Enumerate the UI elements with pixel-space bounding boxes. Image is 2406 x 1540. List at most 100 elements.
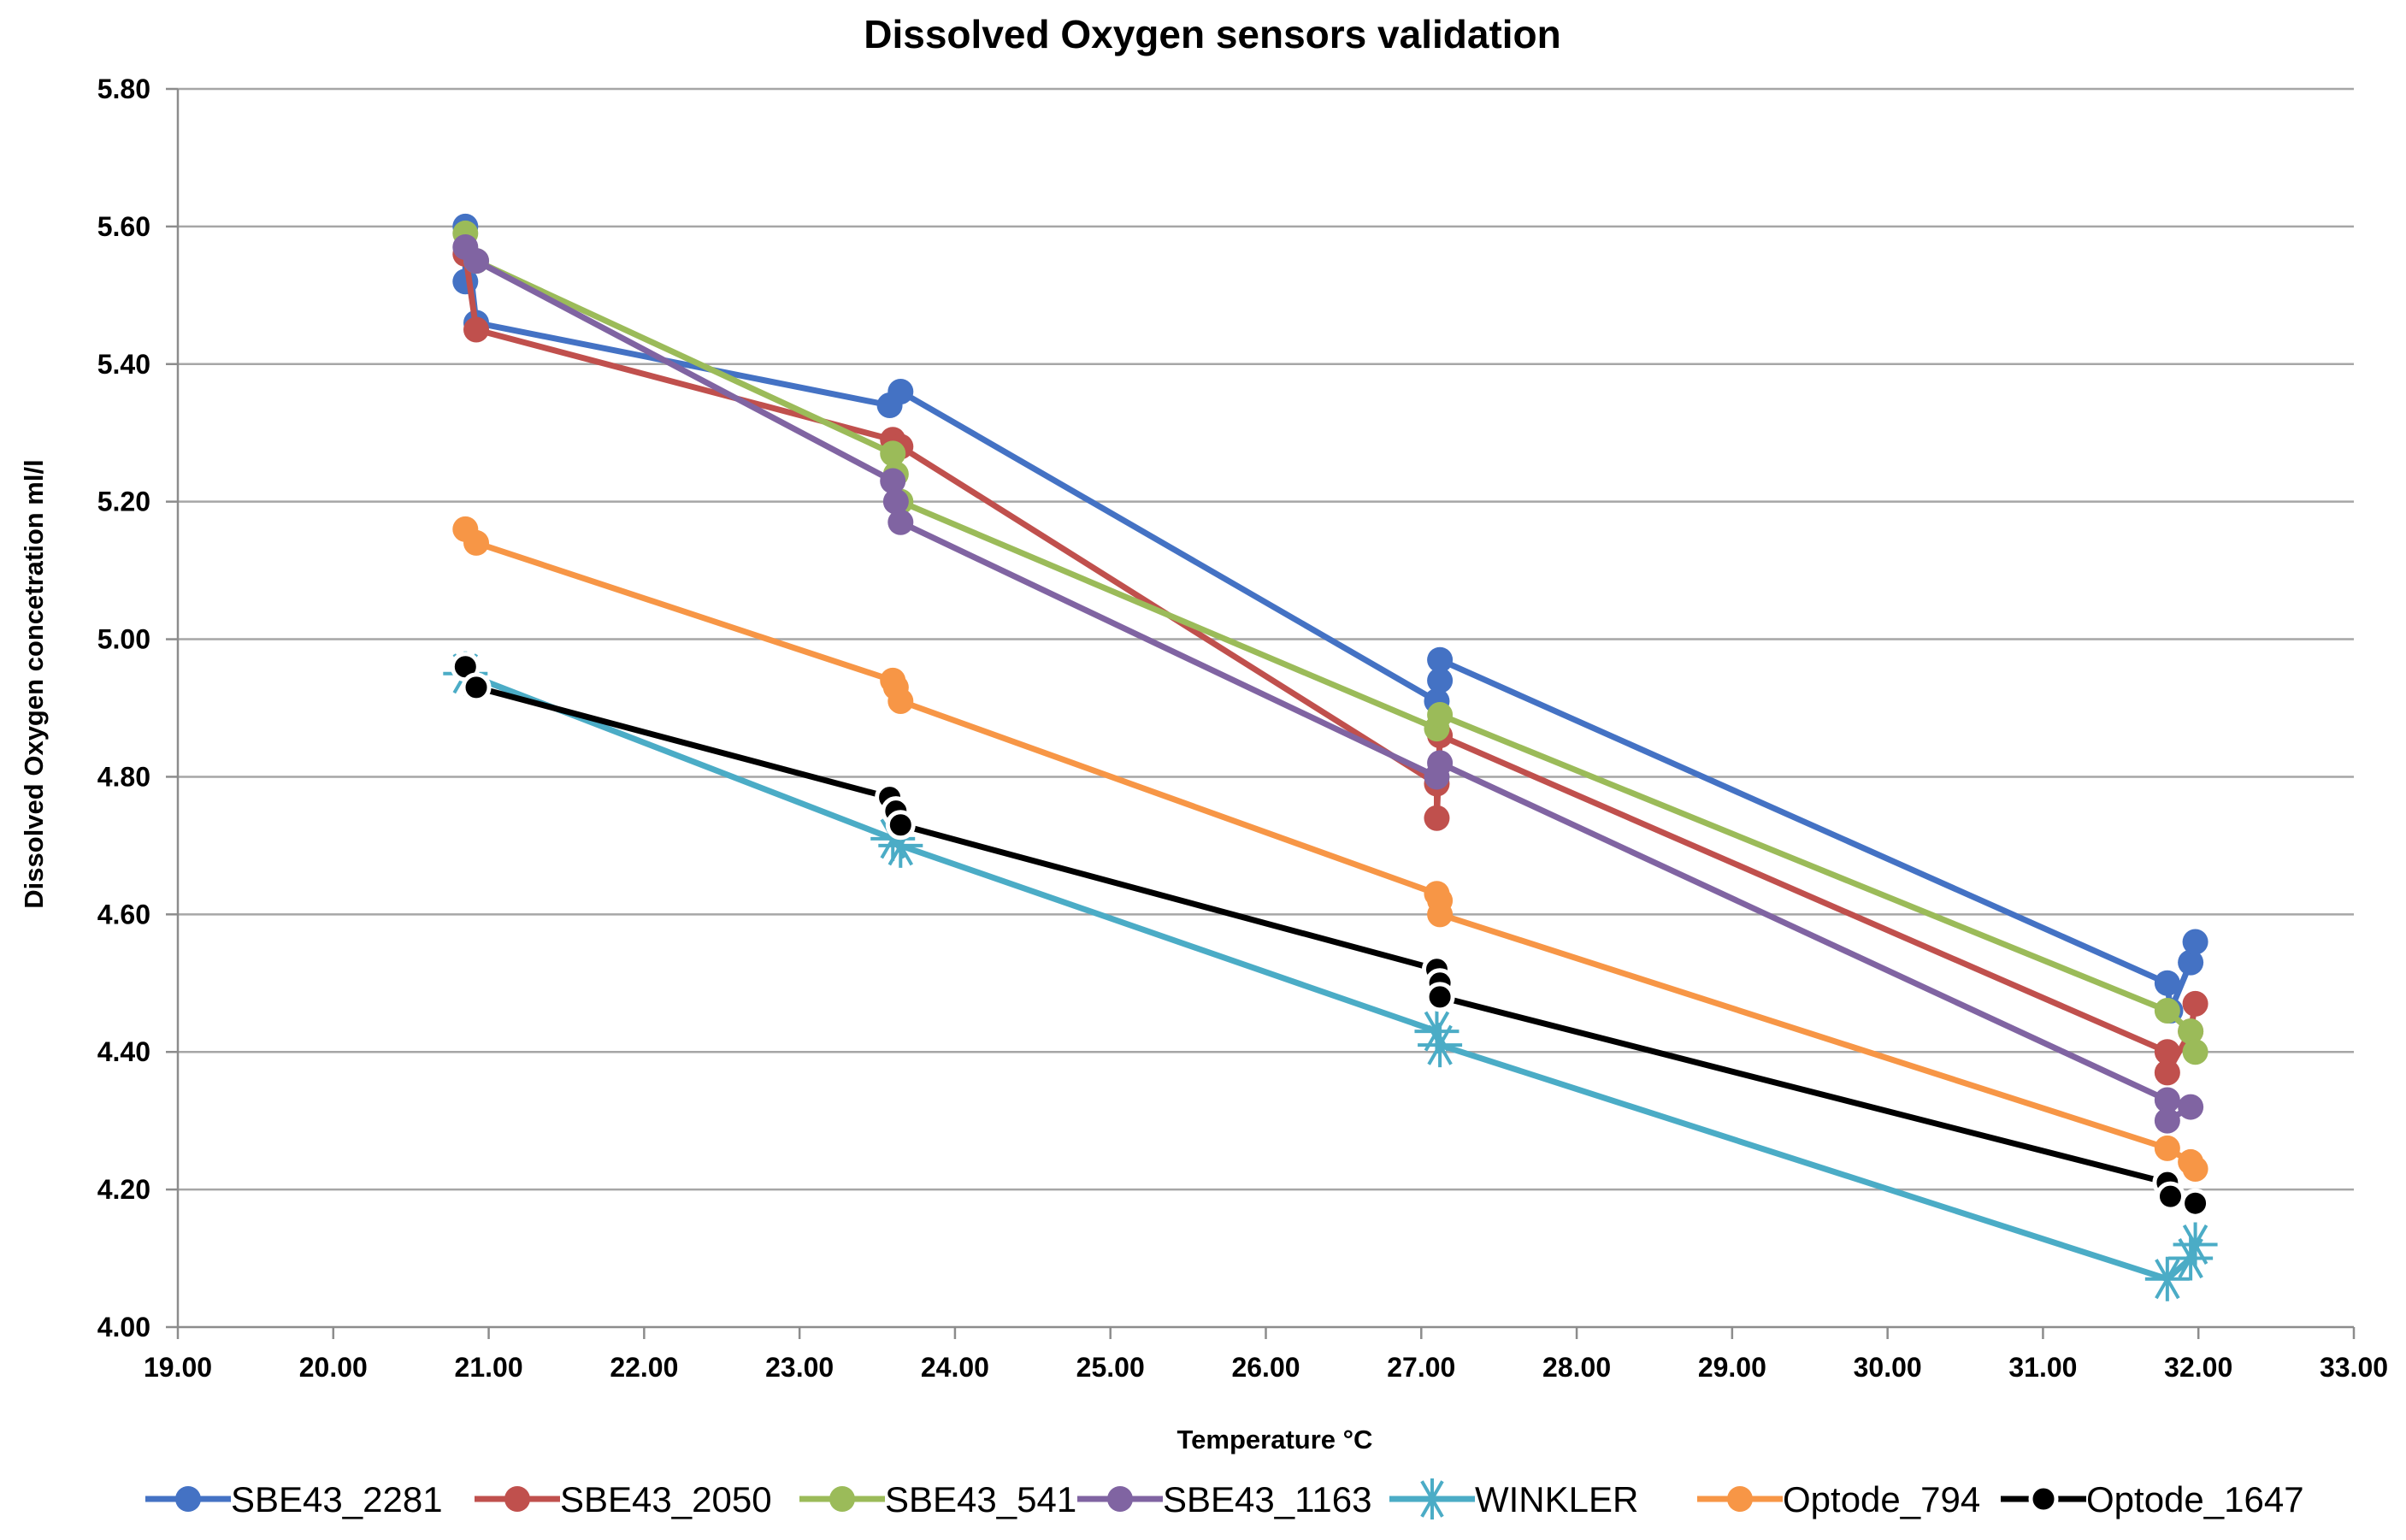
y-tick-label: 4.80 xyxy=(97,761,150,792)
legend-item: Optode_1647 xyxy=(2001,1479,2304,1519)
x-tick-label: 32.00 xyxy=(2164,1352,2232,1383)
x-tick-label: 23.00 xyxy=(765,1352,834,1383)
y-tick-label: 4.40 xyxy=(97,1036,150,1067)
data-point xyxy=(2168,1236,2214,1281)
x-tick-label: 29.00 xyxy=(1698,1352,1766,1383)
y-tick-label: 4.60 xyxy=(97,899,150,929)
legend-label: WINKLER xyxy=(1475,1479,1638,1519)
x-tick-label: 30.00 xyxy=(1854,1352,1922,1383)
data-point xyxy=(2154,1039,2180,1065)
data-point xyxy=(2144,1256,2190,1301)
data-point xyxy=(2182,1039,2208,1065)
legend-swatch-marker xyxy=(829,1486,855,1512)
y-tick-label: 4.20 xyxy=(97,1174,150,1205)
series-WINKLER xyxy=(443,651,2218,1301)
legend-item: SBE43_1163 xyxy=(1077,1479,1371,1519)
data-point xyxy=(880,440,906,467)
x-tick-label: 31.00 xyxy=(2008,1352,2077,1383)
legend-swatch-marker xyxy=(1107,1486,1133,1512)
data-point xyxy=(1424,805,1450,831)
legend-label: SBE43_1163 xyxy=(1163,1479,1371,1519)
series-line xyxy=(462,526,2199,1172)
data-point xyxy=(1427,901,1454,928)
x-tick-label: 22.00 xyxy=(610,1352,678,1383)
chart-title: Dissolved Oxygen sensors validation xyxy=(864,12,1561,56)
data-point xyxy=(2154,970,2180,996)
series-Optode_794 xyxy=(452,516,2208,1182)
series-layer xyxy=(443,213,2218,1301)
data-point xyxy=(888,509,914,535)
data-point xyxy=(1427,646,1454,673)
data-point xyxy=(2178,1018,2204,1045)
y-tick-label: 4.00 xyxy=(97,1312,150,1342)
data-point xyxy=(882,488,909,515)
legend-label: SBE43_2050 xyxy=(560,1479,772,1519)
data-point xyxy=(885,810,916,841)
y-tick-label: 5.20 xyxy=(97,487,150,517)
y-tick-label: 5.60 xyxy=(97,211,150,242)
legend-swatch-marker xyxy=(1727,1486,1753,1512)
legend-label: Optode_794 xyxy=(1783,1479,1980,1519)
data-point xyxy=(463,316,490,343)
legend-swatch-marker xyxy=(2028,1484,2059,1514)
legend-item: SBE43_2281 xyxy=(145,1479,443,1519)
series-SBE43_1163 xyxy=(452,234,2204,1134)
x-tick-label: 28.00 xyxy=(1542,1352,1611,1383)
data-point xyxy=(2182,929,2208,955)
series-line xyxy=(462,230,2199,1055)
x-tick-label: 19.00 xyxy=(144,1352,212,1383)
y-tick-label: 5.80 xyxy=(97,74,150,104)
data-point xyxy=(2173,1222,2218,1267)
x-tick-label: 24.00 xyxy=(921,1352,989,1383)
data-point xyxy=(888,687,914,714)
legend-item: SBE43_541 xyxy=(799,1479,1076,1519)
data-point xyxy=(1427,667,1454,693)
data-point xyxy=(2155,1181,2185,1212)
series-SBE43_2281 xyxy=(452,213,2208,1024)
data-point xyxy=(2182,1155,2208,1182)
data-point xyxy=(2154,1135,2180,1161)
legend-label: Optode_1647 xyxy=(2086,1479,2304,1519)
legend-item: WINKLER xyxy=(1389,1478,1638,1519)
legend-swatch-marker xyxy=(175,1486,201,1512)
x-tick-label: 26.00 xyxy=(1231,1352,1300,1383)
data-point xyxy=(2182,990,2208,1017)
series-line xyxy=(462,223,2199,1014)
data-point xyxy=(1427,750,1454,776)
data-point xyxy=(2154,997,2180,1024)
data-point xyxy=(463,248,490,274)
legend-label: SBE43_2281 xyxy=(231,1479,443,1519)
data-point xyxy=(2154,1107,2180,1134)
x-axis-title: Temperature °C xyxy=(1177,1425,1373,1454)
legend-item: Optode_794 xyxy=(1697,1479,1980,1519)
legend-item: SBE43_2050 xyxy=(475,1479,772,1519)
legend-swatch-marker xyxy=(504,1486,530,1512)
data-point xyxy=(2178,1094,2204,1120)
data-point xyxy=(2180,1188,2211,1218)
legend-swatch-marker xyxy=(1412,1478,1453,1519)
data-point xyxy=(463,529,490,556)
axis-layer: 4.00 4.20 4.40 4.60 4.80 5.00 5.20 5.40 5.60 5.80… xyxy=(97,74,2388,1383)
data-point xyxy=(1424,982,1455,1012)
x-tick-label: 20.00 xyxy=(299,1352,368,1383)
data-point xyxy=(1427,702,1454,729)
data-point xyxy=(1418,1023,1463,1068)
y-tick-label: 5.00 xyxy=(97,624,150,655)
y-tick-label: 5.40 xyxy=(97,349,150,380)
series-line xyxy=(462,664,2199,1207)
data-point xyxy=(2154,1087,2180,1113)
series-line xyxy=(462,670,2199,1283)
grid-layer xyxy=(178,87,2354,1191)
data-point xyxy=(888,378,914,404)
x-tick-label: 33.00 xyxy=(2320,1352,2388,1383)
x-tick-label: 25.00 xyxy=(1076,1352,1145,1383)
data-point xyxy=(880,468,906,494)
y-axis-title: Dissolved Oxygen concetration ml/l xyxy=(19,459,49,908)
data-point xyxy=(461,672,492,703)
x-tick-label: 27.00 xyxy=(1387,1352,1455,1383)
legend-label: SBE43_541 xyxy=(885,1479,1076,1519)
series-Optode_1647 xyxy=(450,652,2211,1218)
data-point xyxy=(2154,1059,2180,1086)
